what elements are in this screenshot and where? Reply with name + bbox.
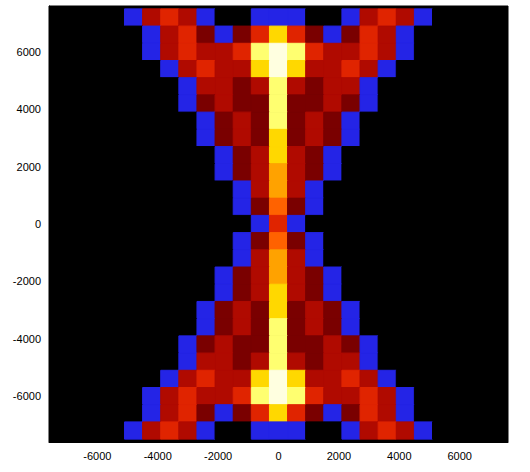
svg-text:-2000: -2000 [13,275,41,287]
svg-text:4000: 4000 [17,103,41,115]
svg-text:-6000: -6000 [13,390,41,402]
svg-text:2000: 2000 [327,450,351,462]
svg-text:0: 0 [35,218,41,230]
svg-text:2000: 2000 [17,161,41,173]
svg-text:6000: 6000 [17,46,41,58]
svg-text:-4000: -4000 [144,450,172,462]
svg-text:6000: 6000 [447,450,471,462]
svg-text:-2000: -2000 [204,450,232,462]
svg-text:4000: 4000 [387,450,411,462]
svg-text:0: 0 [275,450,281,462]
svg-text:-4000: -4000 [13,333,41,345]
svg-text:-6000: -6000 [83,450,111,462]
